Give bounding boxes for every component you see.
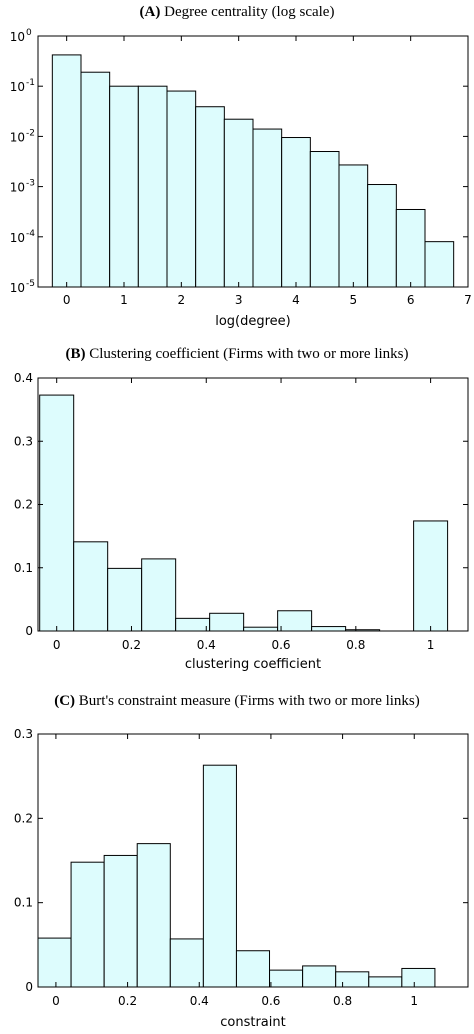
panel-a-label: (A) bbox=[139, 4, 161, 20]
bar-3 bbox=[141, 558, 177, 632]
bar-8 bbox=[311, 626, 347, 632]
x-tick-label-6: 6 bbox=[407, 293, 415, 307]
y-tick-label-3: 10 bbox=[10, 130, 25, 144]
x-tick-label-2: 2 bbox=[178, 293, 186, 307]
bar-2 bbox=[103, 854, 138, 988]
y-tick-label-0: 0 bbox=[25, 624, 33, 638]
bar-2 bbox=[107, 567, 143, 632]
bar-0 bbox=[51, 54, 82, 288]
bar-1 bbox=[70, 861, 105, 988]
chart-a: 10-510-410-310-210-110 00 1 2 3 4 5 6 7log(degre… bbox=[10, 28, 472, 329]
bar-11 bbox=[401, 967, 436, 988]
bar-3 bbox=[137, 85, 168, 288]
y-tick-label-2: 10 bbox=[10, 181, 25, 195]
x-axis-label: clustering coefficient bbox=[185, 657, 321, 672]
bar-10 bbox=[368, 976, 403, 988]
bar-6 bbox=[243, 626, 279, 632]
x-tick-label-4: 0.8 bbox=[346, 638, 365, 652]
y-tick-label-2: 0.2 bbox=[14, 811, 33, 825]
bar-8 bbox=[302, 965, 337, 988]
bar-0 bbox=[39, 394, 75, 632]
x-axis-label: log(degree) bbox=[215, 314, 291, 329]
x-tick-label-0: 0 bbox=[52, 994, 60, 1008]
bar-9 bbox=[335, 971, 370, 988]
bar-11 bbox=[413, 520, 449, 632]
x-tick-label-1: 0.2 bbox=[122, 638, 141, 652]
bar-7 bbox=[252, 128, 283, 288]
bar-11 bbox=[367, 184, 397, 288]
bar-4 bbox=[175, 617, 211, 632]
y-tick-label-3: 0.3 bbox=[14, 727, 33, 741]
bar-13 bbox=[424, 241, 455, 288]
y-tick-exponent-2: -3 bbox=[26, 179, 35, 189]
x-tick-label-0: 0 bbox=[63, 293, 71, 307]
bar-1 bbox=[80, 71, 111, 288]
x-tick-label-4: 0.8 bbox=[333, 994, 352, 1008]
y-tick-label-0: 10 bbox=[10, 281, 25, 295]
bar-6 bbox=[223, 118, 254, 288]
plot-frame bbox=[37, 35, 469, 288]
bar-12 bbox=[395, 208, 426, 288]
x-tick-label-3: 0.6 bbox=[261, 994, 280, 1008]
panel-c-title-text: Burt's constraint measure (Firms with tw… bbox=[78, 693, 420, 709]
x-tick-label-5: 1 bbox=[427, 638, 435, 652]
panel-c-label: (C) bbox=[54, 693, 76, 709]
x-tick-label-5: 5 bbox=[350, 293, 358, 307]
y-tick-exponent-0: -5 bbox=[26, 279, 35, 289]
y-tick-exponent-5: 0 bbox=[26, 28, 32, 38]
x-tick-label-1: 0.2 bbox=[118, 994, 137, 1008]
bar-4 bbox=[169, 938, 204, 988]
bar-8 bbox=[281, 137, 311, 288]
x-tick-label-5: 1 bbox=[410, 994, 418, 1008]
bar-5 bbox=[209, 612, 245, 632]
bar-5 bbox=[195, 106, 225, 288]
bar-7 bbox=[277, 610, 313, 632]
y-tick-exponent-4: -1 bbox=[26, 78, 35, 88]
bar-6 bbox=[235, 950, 271, 988]
bar-2 bbox=[109, 85, 139, 288]
panel-b-label: (B) bbox=[65, 346, 86, 362]
chart-b: 0 0.1 0.2 0.3 0.4 0 0.2 0.4 0.6 0.8 1 clustering co… bbox=[14, 371, 469, 672]
y-tick-exponent-3: -2 bbox=[26, 128, 35, 138]
y-tick-label-0: 0 bbox=[25, 980, 33, 994]
x-tick-label-0: 0 bbox=[53, 638, 61, 652]
bar-4 bbox=[166, 90, 197, 288]
bar-3 bbox=[136, 843, 171, 988]
x-axis-label: constraint bbox=[220, 1015, 285, 1030]
bar-0 bbox=[37, 937, 72, 988]
x-tick-label-3: 3 bbox=[235, 293, 243, 307]
x-tick-label-2: 0.4 bbox=[190, 994, 209, 1008]
y-tick-label-1: 0.1 bbox=[14, 896, 33, 910]
y-tick-label-5: 10 bbox=[10, 30, 25, 44]
panel-b-title: (B) Clustering coefficient (Firms with t… bbox=[0, 346, 474, 363]
y-tick-label-2: 0.2 bbox=[14, 498, 33, 512]
panel-c-title: (C) Burt's constraint measure (Firms wit… bbox=[0, 693, 474, 710]
x-tick-label-2: 0.4 bbox=[197, 638, 216, 652]
y-tick-label-3: 0.3 bbox=[14, 434, 33, 448]
x-tick-label-1: 1 bbox=[120, 293, 128, 307]
bar-7 bbox=[269, 969, 304, 988]
bar-9 bbox=[309, 151, 340, 288]
y-tick-label-1: 10 bbox=[10, 231, 25, 245]
bar-5 bbox=[202, 764, 237, 988]
panel-a-title: (A) Degree centrality (log scale) bbox=[0, 4, 474, 21]
bar-10 bbox=[338, 164, 369, 288]
chart-c: 0 0.1 0.2 0.3 0 0.2 0.4 0.6 0.8 1 constraint bbox=[14, 727, 469, 1030]
x-tick-label-3: 0.6 bbox=[271, 638, 290, 652]
panel-a-title-text: Degree centrality (log scale) bbox=[164, 4, 335, 20]
y-tick-label-4: 0.4 bbox=[14, 371, 33, 385]
bar-1 bbox=[73, 541, 109, 632]
y-tick-exponent-1: -4 bbox=[26, 229, 35, 239]
plot-frame bbox=[37, 733, 469, 988]
y-tick-label-4: 10 bbox=[10, 80, 25, 94]
y-tick-label-1: 0.1 bbox=[14, 561, 33, 575]
panel-b-title-text: Clustering coefficient (Firms with two o… bbox=[89, 346, 409, 362]
x-tick-label-7: 7 bbox=[464, 293, 472, 307]
x-tick-label-4: 4 bbox=[292, 293, 300, 307]
